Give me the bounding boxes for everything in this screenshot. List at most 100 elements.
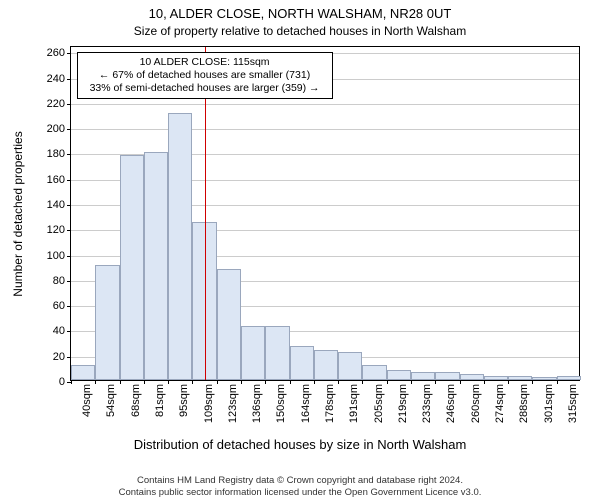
xtick-mark (387, 380, 388, 384)
histogram-bar (290, 346, 314, 380)
xtick-mark (168, 380, 169, 384)
callout-line: 33% of semi-detached houses are larger (… (84, 82, 326, 95)
plot-area: 02040608010012014016018020022024026040sq… (70, 46, 580, 381)
xtick-mark (435, 380, 436, 384)
callout-line: 10 ALDER CLOSE: 115sqm (84, 56, 326, 69)
histogram-bar (460, 374, 484, 380)
xtick-label: 205sqm (373, 384, 385, 423)
ytick-mark (67, 104, 71, 105)
histogram-bar (484, 376, 508, 380)
histogram-bar (95, 265, 119, 380)
xtick-mark (217, 380, 218, 384)
xtick-label: 301sqm (543, 384, 555, 423)
xtick-label: 191sqm (348, 384, 360, 423)
histogram-bar (168, 113, 192, 380)
ytick-label: 160 (47, 174, 65, 186)
xtick-label: 150sqm (275, 384, 287, 423)
footer: Contains HM Land Registry data © Crown c… (0, 475, 600, 498)
histogram-bar (71, 365, 95, 380)
xtick-label: 136sqm (251, 384, 263, 423)
xtick-label: 109sqm (203, 384, 215, 423)
xtick-label: 81sqm (154, 384, 166, 417)
xtick-mark (71, 380, 72, 384)
histogram-bar (314, 350, 338, 380)
xtick-mark (484, 380, 485, 384)
histogram-bar (532, 377, 556, 380)
ytick-mark (67, 357, 71, 358)
ytick-label: 120 (47, 224, 65, 236)
xtick-mark (95, 380, 96, 384)
xtick-label: 260sqm (470, 384, 482, 423)
xtick-mark (362, 380, 363, 384)
ytick-mark (67, 331, 71, 332)
ytick-mark (67, 180, 71, 181)
ytick-mark (67, 306, 71, 307)
ytick-label: 0 (59, 376, 65, 388)
xtick-label: 123sqm (227, 384, 239, 423)
histogram-bar (144, 152, 168, 380)
xtick-label: 68sqm (130, 384, 142, 417)
histogram-bar (338, 352, 362, 380)
xtick-label: 288sqm (518, 384, 530, 423)
ytick-label: 100 (47, 250, 65, 262)
xtick-label: 40sqm (81, 384, 93, 417)
xtick-mark (460, 380, 461, 384)
ytick-mark (67, 281, 71, 282)
xtick-label: 233sqm (421, 384, 433, 423)
ytick-label: 60 (53, 300, 65, 312)
x-axis-label: Distribution of detached houses by size … (0, 437, 600, 452)
xtick-label: 274sqm (494, 384, 506, 423)
histogram-bar (387, 370, 411, 380)
ytick-mark (67, 230, 71, 231)
xtick-label: 315sqm (567, 384, 579, 423)
ytick-mark (67, 154, 71, 155)
xtick-mark (338, 380, 339, 384)
ytick-label: 80 (53, 275, 65, 287)
xtick-mark (290, 380, 291, 384)
xtick-mark (532, 380, 533, 384)
xtick-mark (265, 380, 266, 384)
histogram-bar (557, 376, 581, 380)
histogram-bar (241, 326, 265, 380)
y-axis-label: Number of detached properties (11, 131, 25, 296)
footer-line2: Contains public sector information licen… (0, 487, 600, 498)
ytick-mark (67, 79, 71, 80)
callout-line: ← 67% of detached houses are smaller (73… (84, 69, 326, 82)
histogram-bar (508, 376, 532, 380)
ytick-mark (67, 205, 71, 206)
histogram-bar (265, 326, 289, 380)
figure: 10, ALDER CLOSE, NORTH WALSHAM, NR28 0UT… (0, 0, 600, 500)
histogram-bar (217, 269, 241, 380)
ytick-label: 20 (53, 351, 65, 363)
gridline (71, 104, 579, 105)
histogram-bar (362, 365, 386, 380)
xtick-mark (120, 380, 121, 384)
histogram-bar (435, 372, 459, 380)
ytick-label: 180 (47, 148, 65, 160)
ytick-label: 40 (53, 325, 65, 337)
xtick-label: 54sqm (105, 384, 117, 417)
ytick-label: 240 (47, 73, 65, 85)
xtick-mark (241, 380, 242, 384)
gridline (71, 129, 579, 130)
chart-title-line2: Size of property relative to detached ho… (0, 24, 600, 38)
xtick-mark (411, 380, 412, 384)
xtick-label: 178sqm (324, 384, 336, 423)
ytick-label: 220 (47, 98, 65, 110)
ytick-label: 260 (47, 47, 65, 59)
ytick-label: 200 (47, 123, 65, 135)
xtick-mark (192, 380, 193, 384)
xtick-label: 219sqm (397, 384, 409, 423)
ytick-mark (67, 256, 71, 257)
ytick-mark (67, 53, 71, 54)
xtick-label: 95sqm (178, 384, 190, 417)
xtick-mark (557, 380, 558, 384)
xtick-mark (508, 380, 509, 384)
xtick-mark (144, 380, 145, 384)
histogram-bar (411, 372, 435, 380)
chart-title-line1: 10, ALDER CLOSE, NORTH WALSHAM, NR28 0UT (0, 6, 600, 21)
footer-line1: Contains HM Land Registry data © Crown c… (0, 475, 600, 486)
xtick-label: 164sqm (300, 384, 312, 423)
histogram-bar (120, 155, 144, 380)
ytick-mark (67, 129, 71, 130)
